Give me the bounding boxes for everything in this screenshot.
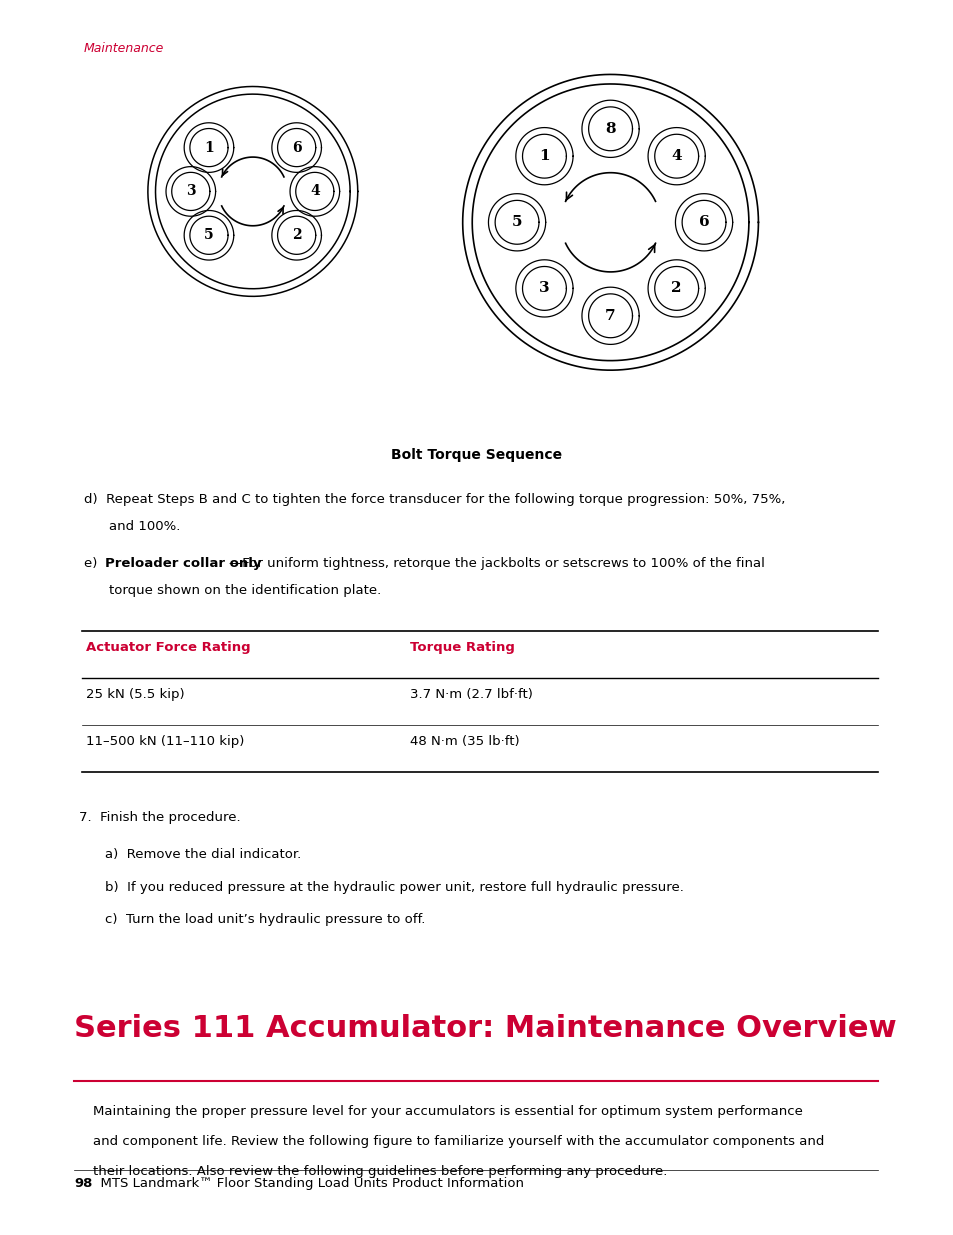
Text: 6: 6 xyxy=(292,141,301,154)
Text: 98: 98 xyxy=(74,1177,92,1191)
Text: Actuator Force Rating: Actuator Force Rating xyxy=(86,641,251,655)
Text: Maintaining the proper pressure level for your accumulators is essential for opt: Maintaining the proper pressure level fo… xyxy=(93,1105,802,1119)
Text: 7: 7 xyxy=(604,309,616,322)
Text: their locations. Also review the following guidelines before performing any proc: their locations. Also review the followi… xyxy=(93,1165,667,1178)
Text: MTS Landmark™ Floor Standing Load Units Product Information: MTS Landmark™ Floor Standing Load Units … xyxy=(91,1177,523,1191)
Text: 2: 2 xyxy=(292,228,301,242)
Text: 6: 6 xyxy=(698,215,709,230)
Text: d)  Repeat Steps B and C to tighten the force transducer for the following torqu: d) Repeat Steps B and C to tighten the f… xyxy=(84,493,784,506)
Text: Preloader collar only: Preloader collar only xyxy=(105,557,261,571)
Text: Torque Rating: Torque Rating xyxy=(410,641,515,655)
Text: 11–500 kN (11–110 kip): 11–500 kN (11–110 kip) xyxy=(86,735,244,748)
Text: 1: 1 xyxy=(538,149,549,163)
Text: 5: 5 xyxy=(511,215,522,230)
Text: and 100%.: and 100%. xyxy=(109,520,180,534)
Text: Bolt Torque Sequence: Bolt Torque Sequence xyxy=(391,448,562,462)
Text: e): e) xyxy=(84,557,106,571)
Text: Maintenance: Maintenance xyxy=(84,42,164,56)
Text: c)  Turn the load unit’s hydraulic pressure to off.: c) Turn the load unit’s hydraulic pressu… xyxy=(105,913,425,926)
Text: 25 kN (5.5 kip): 25 kN (5.5 kip) xyxy=(86,688,184,701)
Text: 2: 2 xyxy=(671,282,681,295)
Text: 4: 4 xyxy=(671,149,681,163)
Text: torque shown on the identification plate.: torque shown on the identification plate… xyxy=(109,584,380,598)
Text: 3: 3 xyxy=(186,184,195,199)
Text: 4: 4 xyxy=(310,184,319,199)
Text: and component life. Review the following figure to familiarize yourself with the: and component life. Review the following… xyxy=(93,1135,824,1149)
Text: Series 111 Accumulator: Maintenance Overview: Series 111 Accumulator: Maintenance Over… xyxy=(74,1014,896,1042)
Text: 1: 1 xyxy=(204,141,213,154)
Text: 3: 3 xyxy=(538,282,549,295)
Text: 8: 8 xyxy=(604,122,616,136)
Text: b)  If you reduced pressure at the hydraulic power unit, restore full hydraulic : b) If you reduced pressure at the hydrau… xyxy=(105,881,683,894)
Text: 48 N·m (35 lb·ft): 48 N·m (35 lb·ft) xyxy=(410,735,519,748)
Text: —For uniform tightness, retorque the jackbolts or setscrews to 100% of the final: —For uniform tightness, retorque the jac… xyxy=(229,557,764,571)
Text: 3.7 N·m (2.7 lbf·ft): 3.7 N·m (2.7 lbf·ft) xyxy=(410,688,533,701)
Text: 7.  Finish the procedure.: 7. Finish the procedure. xyxy=(79,811,240,825)
Text: a)  Remove the dial indicator.: a) Remove the dial indicator. xyxy=(105,848,301,862)
Text: 5: 5 xyxy=(204,228,213,242)
